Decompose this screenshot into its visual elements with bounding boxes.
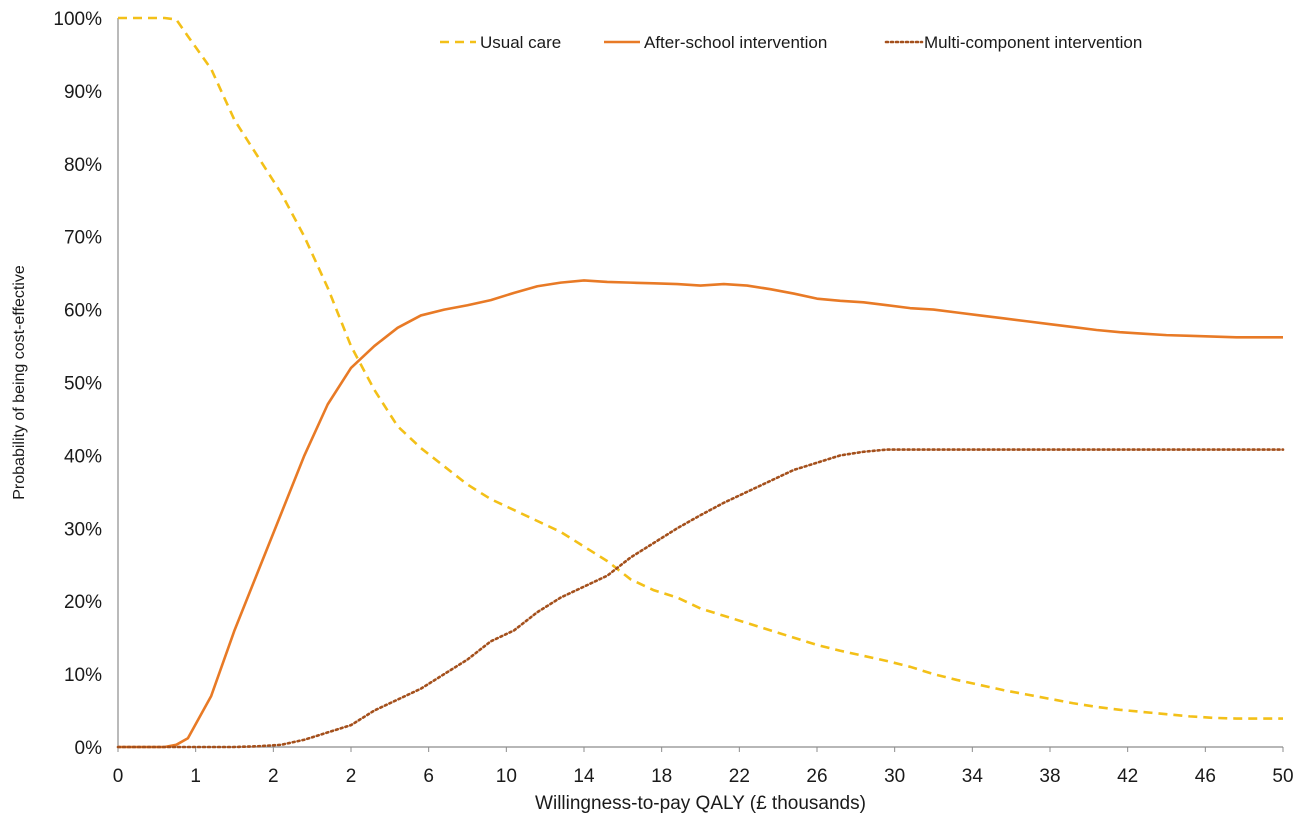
x-tick-label: 26 (806, 766, 827, 787)
y-tick-label: 20% (64, 592, 102, 613)
x-tick-label: 2 (268, 766, 279, 787)
series-line-usual-care (118, 16, 1283, 720)
y-axis-title: Probability of being cost-effective (11, 265, 28, 500)
x-tick-label: 1 (190, 766, 201, 787)
y-tick-label: 0% (75, 738, 103, 759)
x-tick-label: 6 (423, 766, 434, 787)
x-tick-label: 0 (113, 766, 124, 787)
y-tick-label: 70% (64, 228, 102, 249)
x-axis-title: Willingness-to-pay QALY (£ thousands) (535, 793, 866, 814)
series-layer (116, 16, 1285, 749)
y-tick-label: 40% (64, 446, 102, 467)
series-line-after-school-intervention (118, 279, 1283, 749)
y-tick-label: 50% (64, 374, 102, 395)
x-tick-label: 22 (729, 766, 750, 787)
x-tick-label: 46 (1195, 766, 1216, 787)
x-tick-label: 10 (496, 766, 517, 787)
y-tick-label: 60% (64, 301, 102, 322)
x-tick-label: 42 (1117, 766, 1138, 787)
x-tick-label: 18 (651, 766, 672, 787)
y-tick-label: 90% (64, 82, 102, 103)
x-tick-label: 30 (884, 766, 905, 787)
y-tick-label: 10% (64, 665, 102, 686)
x-tick-label: 2 (346, 766, 357, 787)
x-tick-label: 14 (573, 766, 595, 787)
legend-label: Multi-component intervention (924, 33, 1142, 52)
series-line-multi-component-intervention (116, 448, 1285, 749)
y-axis-ticks: 0% 10% 20% 30% 40% 50% 60% 70% 80% 90% 100% (53, 9, 102, 759)
x-tick-label: 34 (962, 766, 984, 787)
x-axis-ticks: 0 1 2 2 6 10 14 18 22 26 30 34 38 42 46 50 (113, 747, 1294, 787)
x-tick-label: 50 (1272, 766, 1293, 787)
legend-label: Usual care (480, 33, 561, 52)
legend: Usual care After-school intervention Multi… (440, 33, 1142, 52)
y-tick-label: 80% (64, 155, 102, 176)
legend-label: After-school intervention (644, 33, 827, 52)
y-tick-label: 30% (64, 519, 102, 540)
y-tick-label: 100% (53, 9, 102, 30)
x-tick-label: 38 (1039, 766, 1060, 787)
